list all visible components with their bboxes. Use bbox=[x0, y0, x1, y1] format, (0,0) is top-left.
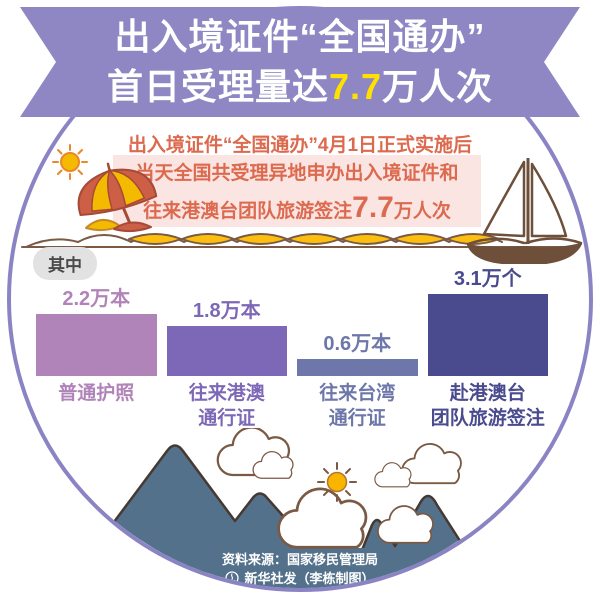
banner-title-line2: 首日受理量达7.7万人次 bbox=[107, 62, 493, 112]
xinhua-emblem-icon bbox=[225, 570, 240, 585]
mountain-base bbox=[11, 548, 589, 588]
section-label: 其中 bbox=[33, 247, 97, 280]
banner-line2-prefix: 首日受理量达 bbox=[106, 66, 329, 107]
sun-icon bbox=[52, 144, 88, 180]
bar-value-label: 2.2万本 bbox=[62, 288, 131, 310]
banner-line2-suffix: 万人次 bbox=[382, 66, 494, 107]
intro-line: 出入境证件“全国通办”4月1日正式实施后 bbox=[127, 135, 473, 156]
sailboat-icon bbox=[466, 158, 583, 264]
intro-box-line1: 当天全国共受理异地申办出入境证件和 bbox=[135, 163, 459, 184]
bar-chart: 2.2万本 普通护照 1.8万本 往来港澳 通行证 0.6万本 往来台湾 通行证 3.1万个 赴港… bbox=[36, 262, 548, 431]
beach-umbrella-icon bbox=[52, 144, 158, 233]
banner-highlight-number: 7.7 bbox=[328, 66, 383, 107]
bar-category-label: 往来台湾 通行证 bbox=[319, 383, 396, 429]
sun-icon bbox=[317, 462, 357, 502]
intro-highlight-number: 7.7 bbox=[352, 191, 394, 224]
bar-column: 1.8万本往来港澳 通行证 bbox=[166, 262, 287, 431]
bar-column: 0.6万本往来台湾 通行证 bbox=[297, 262, 418, 431]
bar-column: 2.2万本普通护照 bbox=[36, 262, 157, 431]
bar bbox=[427, 294, 548, 376]
bar bbox=[36, 314, 157, 376]
bar-value-label: 1.8万本 bbox=[192, 300, 261, 322]
bar bbox=[297, 359, 418, 376]
bar-value-label: 0.6万本 bbox=[323, 333, 392, 355]
bar-category-label: 赴港澳台 团队旅游签注 bbox=[430, 383, 545, 429]
bar bbox=[166, 326, 287, 376]
credit-text: 新华社发（李栋制图） bbox=[244, 571, 375, 586]
bar-value-label: 3.1万个 bbox=[453, 268, 522, 290]
mountain-scene bbox=[11, 428, 589, 588]
bar-column: 3.1万个赴港澳台 团队旅游签注 bbox=[427, 262, 548, 431]
credit-line: 新华社发（李栋制图） bbox=[11, 568, 589, 587]
bar-category-label: 往来港澳 通行证 bbox=[188, 383, 265, 429]
header-banner: 出入境证件“全国通办” 首日受理量达7.7万人次 bbox=[20, 7, 580, 117]
intro-box-line2: 往来港澳台团队旅游签注7.7万人次 bbox=[143, 191, 451, 224]
wave-rope-decoration bbox=[21, 233, 579, 248]
data-source: 资料来源：国家移民管理局 bbox=[221, 552, 378, 567]
banner-title-line1: 出入境证件“全国通办” bbox=[114, 16, 486, 57]
cloud-icon bbox=[216, 428, 462, 549]
intro-highlight-box: 当天全国共受理异地申办出入境证件和 往来港澳台团队旅游签注7.7万人次 bbox=[113, 155, 481, 227]
bar-category-label: 普通护照 bbox=[58, 383, 135, 404]
